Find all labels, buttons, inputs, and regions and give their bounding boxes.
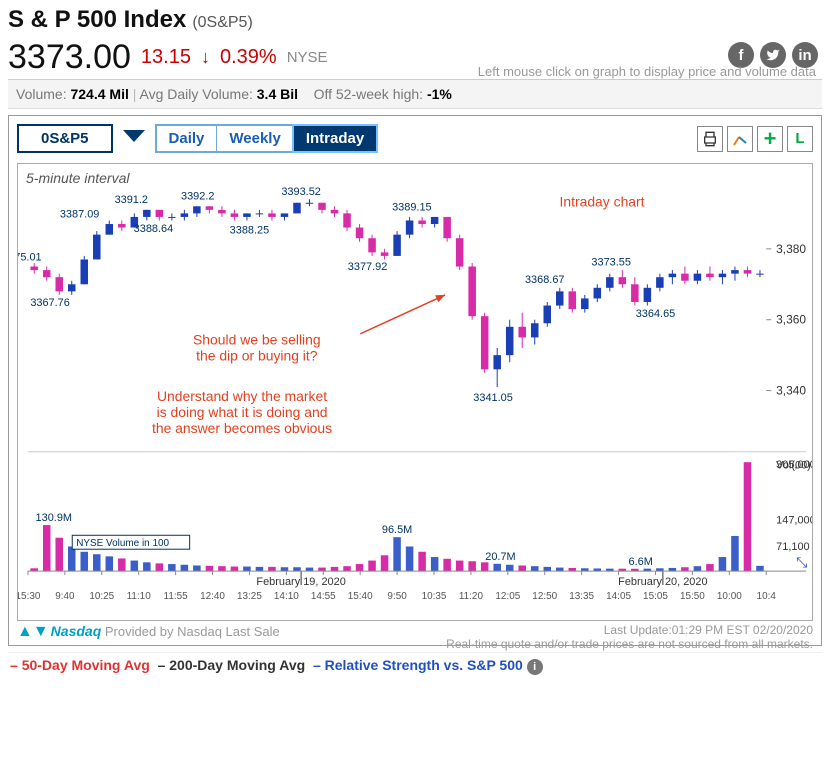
svg-text:3377.92: 3377.92 [348, 261, 388, 273]
svg-text:15:50: 15:50 [680, 591, 705, 602]
timeframe-tabs: Daily Weekly Intraday [155, 124, 379, 153]
svg-text:9:50: 9:50 [387, 591, 407, 602]
price-chart[interactable]: 3,3803,3603,340Vol(00)305,000147,00071,1… [18, 164, 812, 620]
svg-text:⤡: ⤡ [796, 554, 807, 570]
svg-text:12:05: 12:05 [495, 591, 520, 602]
svg-text:3391.2: 3391.2 [115, 194, 148, 206]
title-row: S & P 500 Index (0S&P5) [8, 6, 822, 34]
svg-text:3364.65: 3364.65 [636, 308, 676, 320]
svg-text:3388.64: 3388.64 [134, 223, 174, 235]
down-arrow-icon: ↓ [201, 47, 210, 68]
svg-text:3368.67: 3368.67 [525, 274, 565, 286]
ma200-label[interactable]: 200-Day Moving Avg [169, 657, 305, 673]
svg-text:February 20, 2020: February 20, 2020 [618, 576, 707, 588]
rs-label[interactable]: Relative Strength vs. S&P 500 [325, 657, 523, 673]
svg-text:Understand why the market: Understand why the market [157, 388, 327, 404]
disclaimer: Real-time quote and/or trade prices are … [446, 637, 813, 651]
graph-instruction: Left mouse click on graph to display pri… [478, 64, 816, 79]
off-high-label: Off 52-week high: [314, 86, 423, 102]
svg-text:15:40: 15:40 [348, 591, 373, 602]
tab-intraday[interactable]: Intraday [294, 126, 376, 151]
svg-text:the answer becomes obvious: the answer becomes obvious [152, 420, 332, 436]
svg-text:11:10: 11:10 [127, 591, 152, 602]
svg-text:15:05: 15:05 [643, 591, 668, 602]
svg-text:13:25: 13:25 [237, 591, 262, 602]
svg-text:14:10: 14:10 [274, 591, 299, 602]
avg-volume-value: 3.4 Bil [257, 86, 298, 102]
svg-text:12:40: 12:40 [200, 591, 225, 602]
chart-footer: ▲▼ Nasdaq Provided by Nasdaq Last Sale L… [17, 623, 813, 641]
svg-text:10:35: 10:35 [422, 591, 447, 602]
svg-text:3393.52: 3393.52 [281, 186, 321, 198]
svg-text:130.9M: 130.9M [36, 512, 72, 524]
svg-text:is doing what it is doing and: is doing what it is doing and [157, 404, 328, 420]
svg-text:10:00: 10:00 [717, 591, 742, 602]
svg-text:February 19, 2020: February 19, 2020 [256, 576, 345, 588]
volume-value: 724.4 Mil [70, 86, 128, 102]
svg-text:96.5M: 96.5M [382, 524, 412, 536]
svg-text:15:30: 15:30 [18, 591, 41, 602]
info-icon[interactable]: i [527, 659, 543, 675]
indicators-row: – 50-Day Moving Avg – 200-Day Moving Avg… [8, 652, 822, 679]
last-update: Last Update:01:29 PM EST 02/20/2020 [446, 623, 813, 637]
svg-text:3341.05: 3341.05 [473, 392, 513, 404]
price-row: 3373.00 13.15 ↓ 0.39% NYSE f in Left mou… [8, 38, 822, 80]
svg-text:13:35: 13:35 [569, 591, 594, 602]
chart-frame: 0S&P5 Daily Weekly Intraday + L 5-minute… [8, 115, 822, 646]
list-icon[interactable]: L [787, 126, 813, 152]
price-change: 13.15 [141, 46, 191, 69]
svg-text:20.7M: 20.7M [485, 551, 515, 563]
last-price: 3373.00 [8, 38, 131, 77]
svg-text:3389.15: 3389.15 [392, 201, 432, 213]
svg-text:3373.55: 3373.55 [591, 257, 631, 269]
svg-text:Should we be selling: Should we be selling [193, 332, 321, 348]
provider-text: Provided by Nasdaq Last Sale [105, 624, 280, 639]
add-icon[interactable]: + [757, 126, 783, 152]
svg-text:3,360: 3,360 [776, 313, 806, 327]
index-name: S & P 500 Index [8, 6, 186, 34]
svg-text:Intraday chart: Intraday chart [560, 193, 645, 209]
ticker-symbol: (0S&P5) [192, 14, 252, 32]
svg-text:9:40: 9:40 [55, 591, 75, 602]
svg-text:11:55: 11:55 [164, 591, 189, 602]
exchange-label: NYSE [287, 49, 328, 66]
svg-text:3387.09: 3387.09 [60, 209, 100, 221]
print-icon[interactable] [697, 126, 723, 152]
volume-row: Volume: 724.4 Mil | Avg Daily Volume: 3.… [8, 80, 822, 109]
svg-text:75.01: 75.01 [18, 252, 42, 264]
svg-text:147,000: 147,000 [776, 514, 812, 526]
dropdown-icon[interactable] [121, 127, 147, 150]
svg-text:6.6M: 6.6M [629, 556, 653, 568]
svg-text:12:50: 12:50 [532, 591, 557, 602]
tab-weekly[interactable]: Weekly [217, 126, 293, 151]
nasdaq-logo: Nasdaq [51, 623, 102, 639]
chart-controls: 0S&P5 Daily Weekly Intraday + L [17, 124, 813, 153]
ticker-input[interactable]: 0S&P5 [17, 124, 113, 153]
chart-area[interactable]: 5-minute interval 3,3803,3603,340Vol(00)… [17, 163, 813, 621]
svg-text:71,100: 71,100 [776, 541, 809, 553]
svg-text:3367.76: 3367.76 [30, 297, 70, 309]
interval-label: 5-minute interval [26, 170, 130, 186]
svg-text:3392.2: 3392.2 [181, 191, 214, 203]
svg-text:3,340: 3,340 [776, 384, 806, 398]
svg-text:3388.25: 3388.25 [230, 225, 270, 237]
svg-text:NYSE Volume in 100: NYSE Volume in 100 [76, 538, 169, 549]
off-high-value: -1% [427, 86, 452, 102]
svg-text:10:25: 10:25 [89, 591, 114, 602]
svg-text:11:20: 11:20 [459, 591, 484, 602]
tab-daily[interactable]: Daily [157, 126, 218, 151]
svg-text:10:4: 10:4 [757, 591, 777, 602]
svg-text:the dip or buying it?: the dip or buying it? [196, 347, 318, 363]
ma50-label[interactable]: 50-Day Moving Avg [22, 657, 150, 673]
price-change-pct: 0.39% [220, 46, 277, 69]
svg-text:3,380: 3,380 [776, 242, 806, 256]
svg-text:14:05: 14:05 [606, 591, 631, 602]
avg-volume-label: Avg Daily Volume: [140, 86, 253, 102]
chart-tool-icon[interactable] [727, 126, 753, 152]
svg-text:14:55: 14:55 [311, 591, 336, 602]
volume-label: Volume: [16, 86, 67, 102]
svg-text:305,000: 305,000 [776, 459, 812, 471]
